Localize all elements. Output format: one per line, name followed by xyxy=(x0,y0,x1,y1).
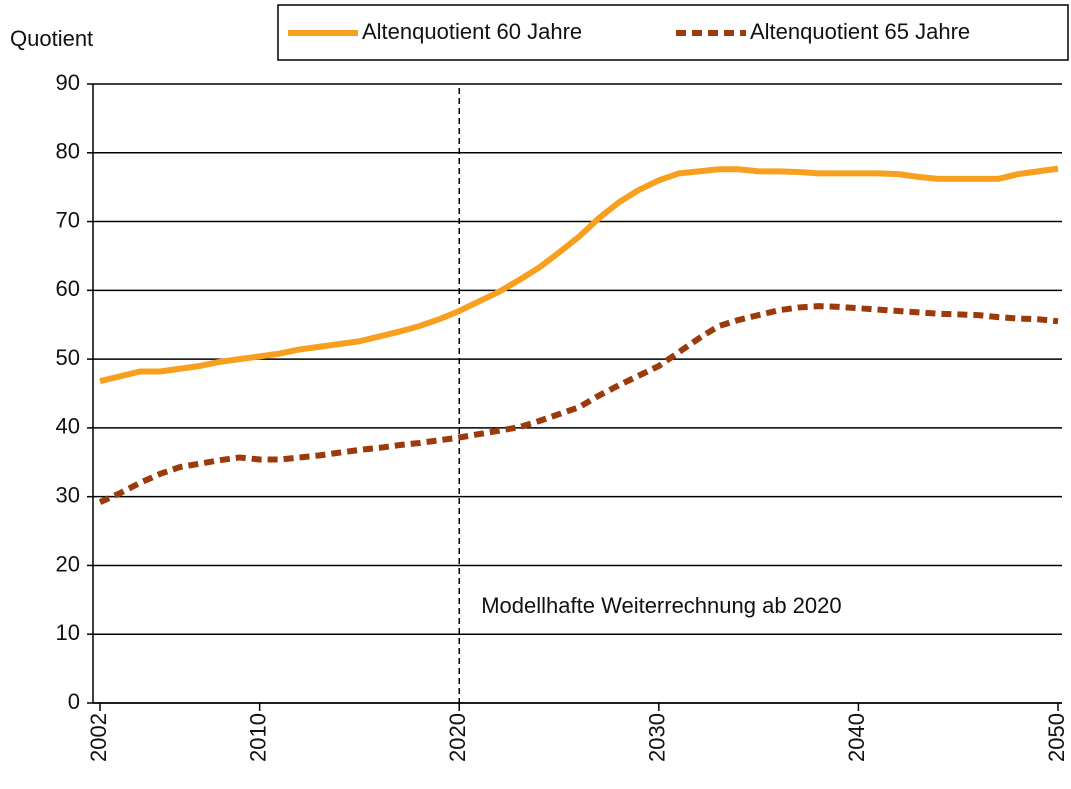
y-tick-label: 0 xyxy=(68,689,80,714)
x-tick-label: 2030 xyxy=(645,713,670,762)
x-tick-label: 2010 xyxy=(245,713,270,762)
x-tick-label: 2002 xyxy=(86,713,111,762)
y-tick-label: 40 xyxy=(56,414,80,439)
y-axis-label: Quotient xyxy=(10,26,93,51)
y-tick-label: 90 xyxy=(56,70,80,95)
annotation: Modellhafte Weiterrechnung ab 2020 xyxy=(481,593,841,618)
legend-label: Altenquotient 60 Jahre xyxy=(362,19,582,44)
legend-label: Altenquotient 65 Jahre xyxy=(750,19,970,44)
series-line xyxy=(99,165,1059,385)
y-tick-label: 30 xyxy=(56,482,80,507)
x-tick-label: 2020 xyxy=(445,713,470,762)
y-tick-label: 50 xyxy=(56,345,80,370)
y-tick-label: 80 xyxy=(56,139,80,164)
y-tick-label: 10 xyxy=(56,620,80,645)
legend-box xyxy=(277,4,1069,61)
x-tick-label: 2050 xyxy=(1044,713,1069,762)
x-tick-label: 2040 xyxy=(844,713,869,762)
y-tick-label: 70 xyxy=(56,207,80,232)
y-tick-label: 20 xyxy=(56,551,80,576)
series-line xyxy=(98,303,1059,505)
y-tick-label: 60 xyxy=(56,276,80,301)
